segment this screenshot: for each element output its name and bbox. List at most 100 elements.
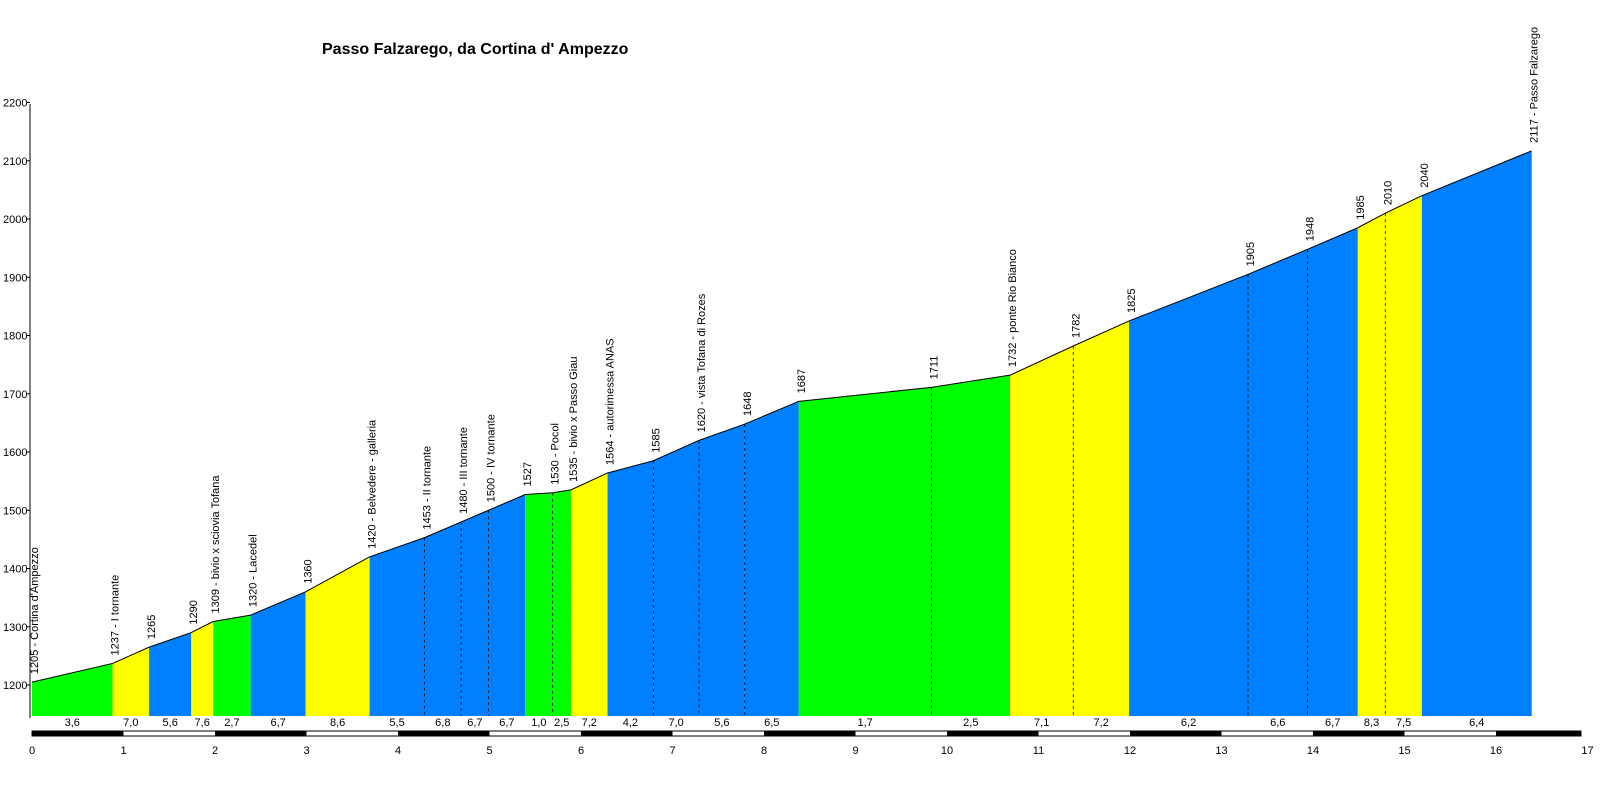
segment-fill-20 [1010, 345, 1074, 716]
x-tick-label-11: 11 [1033, 745, 1044, 757]
point-label-28: 2117 - Passo Falzarego [1529, 27, 1541, 143]
y-tick-label-4: 1600 [3, 447, 27, 459]
x-tick-label-0: 0 [29, 745, 35, 757]
distance-bar-block-8 [764, 731, 856, 736]
point-label-27: 2040 [1419, 163, 1431, 187]
gradient-label-21: 7,2 [1094, 717, 1109, 729]
segment-fill-6 [305, 556, 370, 716]
point-label-10: 1500 - IV tornante [486, 414, 498, 502]
point-label-13: 1535 - bivio x Passo Giau [568, 357, 580, 482]
gradient-label-26: 7,5 [1396, 717, 1411, 729]
segment-fills [32, 150, 1532, 717]
segment-fill-15 [653, 440, 700, 716]
y-tick-label-6: 1800 [3, 331, 27, 343]
y-tick-label-9: 2100 [3, 156, 27, 168]
segment-fill-2 [149, 632, 192, 716]
axes [27, 102, 1582, 737]
x-tick-label-8: 8 [761, 745, 767, 757]
segment-fill-13 [570, 472, 608, 716]
x-tick-label-13: 13 [1215, 745, 1227, 757]
x-tick-label-4: 4 [395, 745, 401, 757]
gradient-label-16: 5,6 [714, 717, 729, 729]
point-label-5: 1320 - Lacedel [248, 534, 260, 607]
gradient-labels: 3,6 7,0 5,6 7,6 2,7 6,7 8,6 5,5 6,8 6,7 6,7 1,0 2,5 7… [65, 717, 1485, 729]
point-label-26: 2010 [1382, 181, 1394, 205]
gradient-label-22: 6,2 [1181, 717, 1196, 729]
x-tick-label-7: 7 [669, 745, 675, 757]
y-tick-label-5: 1700 [3, 389, 27, 401]
point-labels: 1205 - Cortina d'Ampezzo 1237 - I tornant… [29, 27, 1541, 674]
segment-fill-16 [699, 424, 745, 716]
x-tick-label-1: 1 [120, 745, 126, 757]
gradient-label-3: 7,6 [195, 717, 210, 729]
gradient-label-6: 8,6 [330, 717, 345, 729]
gradient-label-10: 6,7 [499, 717, 514, 729]
gradient-label-1: 7,0 [123, 717, 138, 729]
y-tick-label-0: 1200 [3, 680, 27, 692]
segment-fill-1 [112, 647, 150, 716]
segment-fill-18 [798, 387, 932, 716]
point-label-1: 1237 - I tornante [110, 575, 122, 656]
gradient-label-7: 5,5 [389, 717, 404, 729]
x-tick-label-5: 5 [486, 745, 492, 757]
segment-fill-5 [250, 591, 306, 716]
gradient-label-4: 2,7 [224, 717, 239, 729]
point-label-7: 1420 - Belvedere - galleria [367, 419, 379, 549]
point-label-18: 1687 [796, 369, 808, 393]
segment-fill-19 [931, 375, 1011, 716]
distance-bar-block-6 [581, 731, 673, 736]
x-tick-label-3: 3 [303, 745, 309, 757]
segment-fill-14 [607, 460, 654, 716]
gradient-label-17: 6,5 [764, 717, 779, 729]
segment-fill-10 [488, 494, 526, 716]
distance-bar-block-4 [398, 731, 490, 736]
distance-bar-block-14 [1313, 731, 1405, 736]
segment-fill-17 [744, 401, 799, 716]
segment-dividers [424, 213, 1386, 716]
y-tick-label-7: 1900 [3, 272, 27, 284]
point-label-23: 1905 [1245, 242, 1257, 266]
segment-fill-25 [1357, 213, 1386, 717]
x-tick-label-15: 15 [1398, 745, 1410, 757]
point-label-3: 1290 [188, 600, 200, 624]
x-tick-label-6: 6 [578, 745, 584, 757]
chart-title: Passo Falzarego, da Cortina d' Ampezzo [322, 41, 629, 58]
x-tick-label-2: 2 [212, 745, 218, 757]
segment-fill-11 [525, 492, 553, 716]
point-label-14: 1564 - autorimessa ANAS [605, 338, 617, 465]
profile-line [31, 150, 1532, 683]
segment-fill-12 [552, 489, 571, 716]
y-tick-label-10: 2200 [3, 98, 27, 110]
x-tick-label-14: 14 [1307, 745, 1319, 757]
segment-fill-8 [424, 521, 462, 716]
point-label-0: 1205 - Cortina d'Ampezzo [29, 547, 41, 674]
segment-fill-27 [1421, 150, 1532, 716]
gradient-label-0: 3,6 [65, 717, 80, 729]
point-label-9: 1480 - III tornante [458, 427, 470, 514]
gradient-label-8: 6,8 [435, 717, 450, 729]
point-label-16: 1620 - vista Tofana di Rozes [696, 293, 708, 432]
point-label-2: 1265 [146, 615, 158, 639]
gradient-label-12: 2,5 [554, 717, 569, 729]
point-label-11: 1527 [522, 462, 534, 486]
point-label-20: 1732 - ponte Rio Bianco [1007, 249, 1019, 367]
point-label-24: 1948 [1305, 217, 1317, 241]
point-label-8: 1453 - II tornante [422, 446, 434, 530]
y-tick-label-2: 1400 [3, 564, 27, 576]
distance-bar-block-0 [32, 731, 124, 736]
gradient-label-13: 7,2 [582, 717, 597, 729]
profile-line-group [31, 150, 1532, 683]
segment-fill-26 [1385, 195, 1422, 716]
gradient-label-18: 1,7 [857, 717, 872, 729]
y-tick-label-1: 1300 [3, 622, 27, 634]
x-tick-label-17: 17 [1581, 745, 1593, 757]
gradient-label-2: 5,6 [163, 717, 178, 729]
segment-fill-7 [369, 537, 425, 716]
x-tick-label-16: 16 [1490, 745, 1502, 757]
segment-fill-21 [1073, 320, 1130, 716]
gradient-label-5: 6,7 [270, 717, 285, 729]
gradient-label-19: 2,5 [963, 717, 978, 729]
gradient-label-23: 6,6 [1270, 717, 1285, 729]
gradient-label-15: 7,0 [669, 717, 684, 729]
